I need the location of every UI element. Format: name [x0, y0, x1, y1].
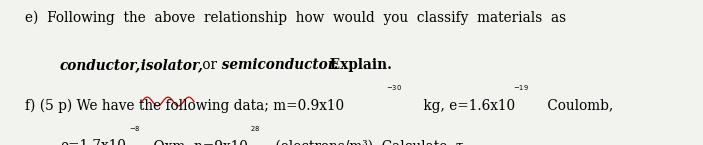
Text: (electrons/m³). Calculate  τ.: (electrons/m³). Calculate τ. [271, 139, 467, 145]
Text: kg, e=1.6x10: kg, e=1.6x10 [419, 99, 515, 113]
Text: $^{-19}$: $^{-19}$ [513, 86, 529, 95]
Text: $^{-30}$: $^{-30}$ [386, 86, 402, 95]
Text: or: or [198, 58, 217, 72]
Text: Explain.: Explain. [325, 58, 392, 72]
Text: isolator,: isolator, [136, 58, 202, 72]
Text: $^{28}$: $^{28}$ [250, 127, 260, 136]
Text: ρ=1.7x10: ρ=1.7x10 [60, 139, 126, 145]
Text: e)  Following  the  above  relationship  how  would  you  classify  materials  a: e) Following the above relationship how … [25, 10, 566, 25]
Text: Ωxm, n=9x10: Ωxm, n=9x10 [149, 139, 248, 145]
Text: Coulomb,: Coulomb, [543, 99, 613, 113]
Text: $^{-8}$: $^{-8}$ [129, 127, 141, 136]
Text: semiconductor.: semiconductor. [217, 58, 339, 72]
Text: conductor,: conductor, [60, 58, 141, 72]
Text: f) (5 p) We have the following data; m=0.9x10: f) (5 p) We have the following data; m=0… [25, 99, 344, 113]
